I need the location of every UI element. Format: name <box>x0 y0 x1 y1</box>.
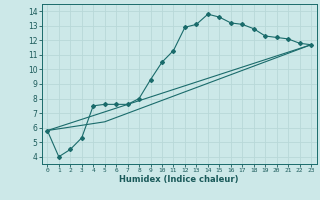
X-axis label: Humidex (Indice chaleur): Humidex (Indice chaleur) <box>119 175 239 184</box>
